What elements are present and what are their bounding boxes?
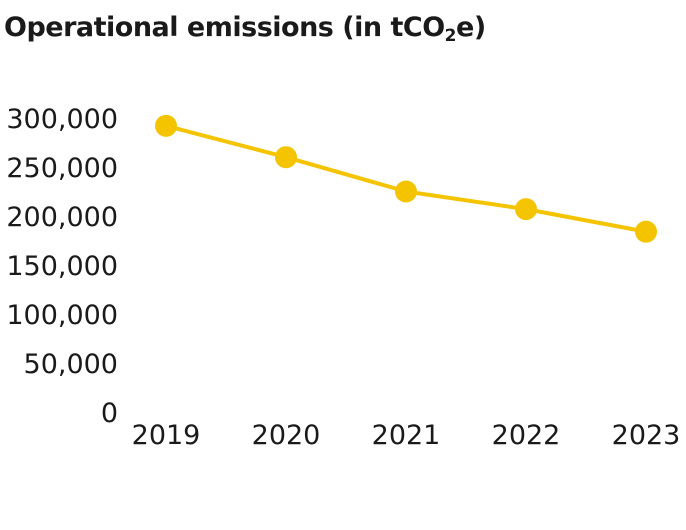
y-tick-label: 300,000 <box>6 104 118 135</box>
y-tick-label: 250,000 <box>6 153 118 184</box>
y-tick-label: 0 <box>101 398 118 429</box>
x-tick-label: 2022 <box>492 420 561 451</box>
y-tick-label: 100,000 <box>6 300 118 331</box>
y-axis: 0 50,000 100,000 150,000 200,000 250,000 300,0… <box>6 104 118 429</box>
x-tick-label: 2019 <box>132 420 201 451</box>
series-layer <box>155 114 657 243</box>
y-tick-label: 150,000 <box>6 251 118 282</box>
y-tick-label: 50,000 <box>24 349 118 380</box>
chart-title-main: Operational emissions (in tCO <box>4 12 445 43</box>
data-point <box>395 180 417 203</box>
x-tick-label: 2023 <box>612 420 681 451</box>
chart-title-subscript: 2 <box>444 26 457 46</box>
chart-title: Operational emissions (in tCO2e) <box>4 12 486 46</box>
data-point <box>515 198 537 221</box>
chart-title-end: e) <box>456 12 486 43</box>
x-axis: 2019 2020 2021 2022 2023 <box>132 420 681 451</box>
data-point <box>635 220 657 243</box>
y-tick-label: 200,000 <box>6 202 118 233</box>
data-point <box>155 114 177 137</box>
series-line <box>165 123 647 234</box>
x-tick-label: 2021 <box>372 420 441 451</box>
data-point <box>275 146 297 169</box>
x-tick-label: 2020 <box>252 420 321 451</box>
